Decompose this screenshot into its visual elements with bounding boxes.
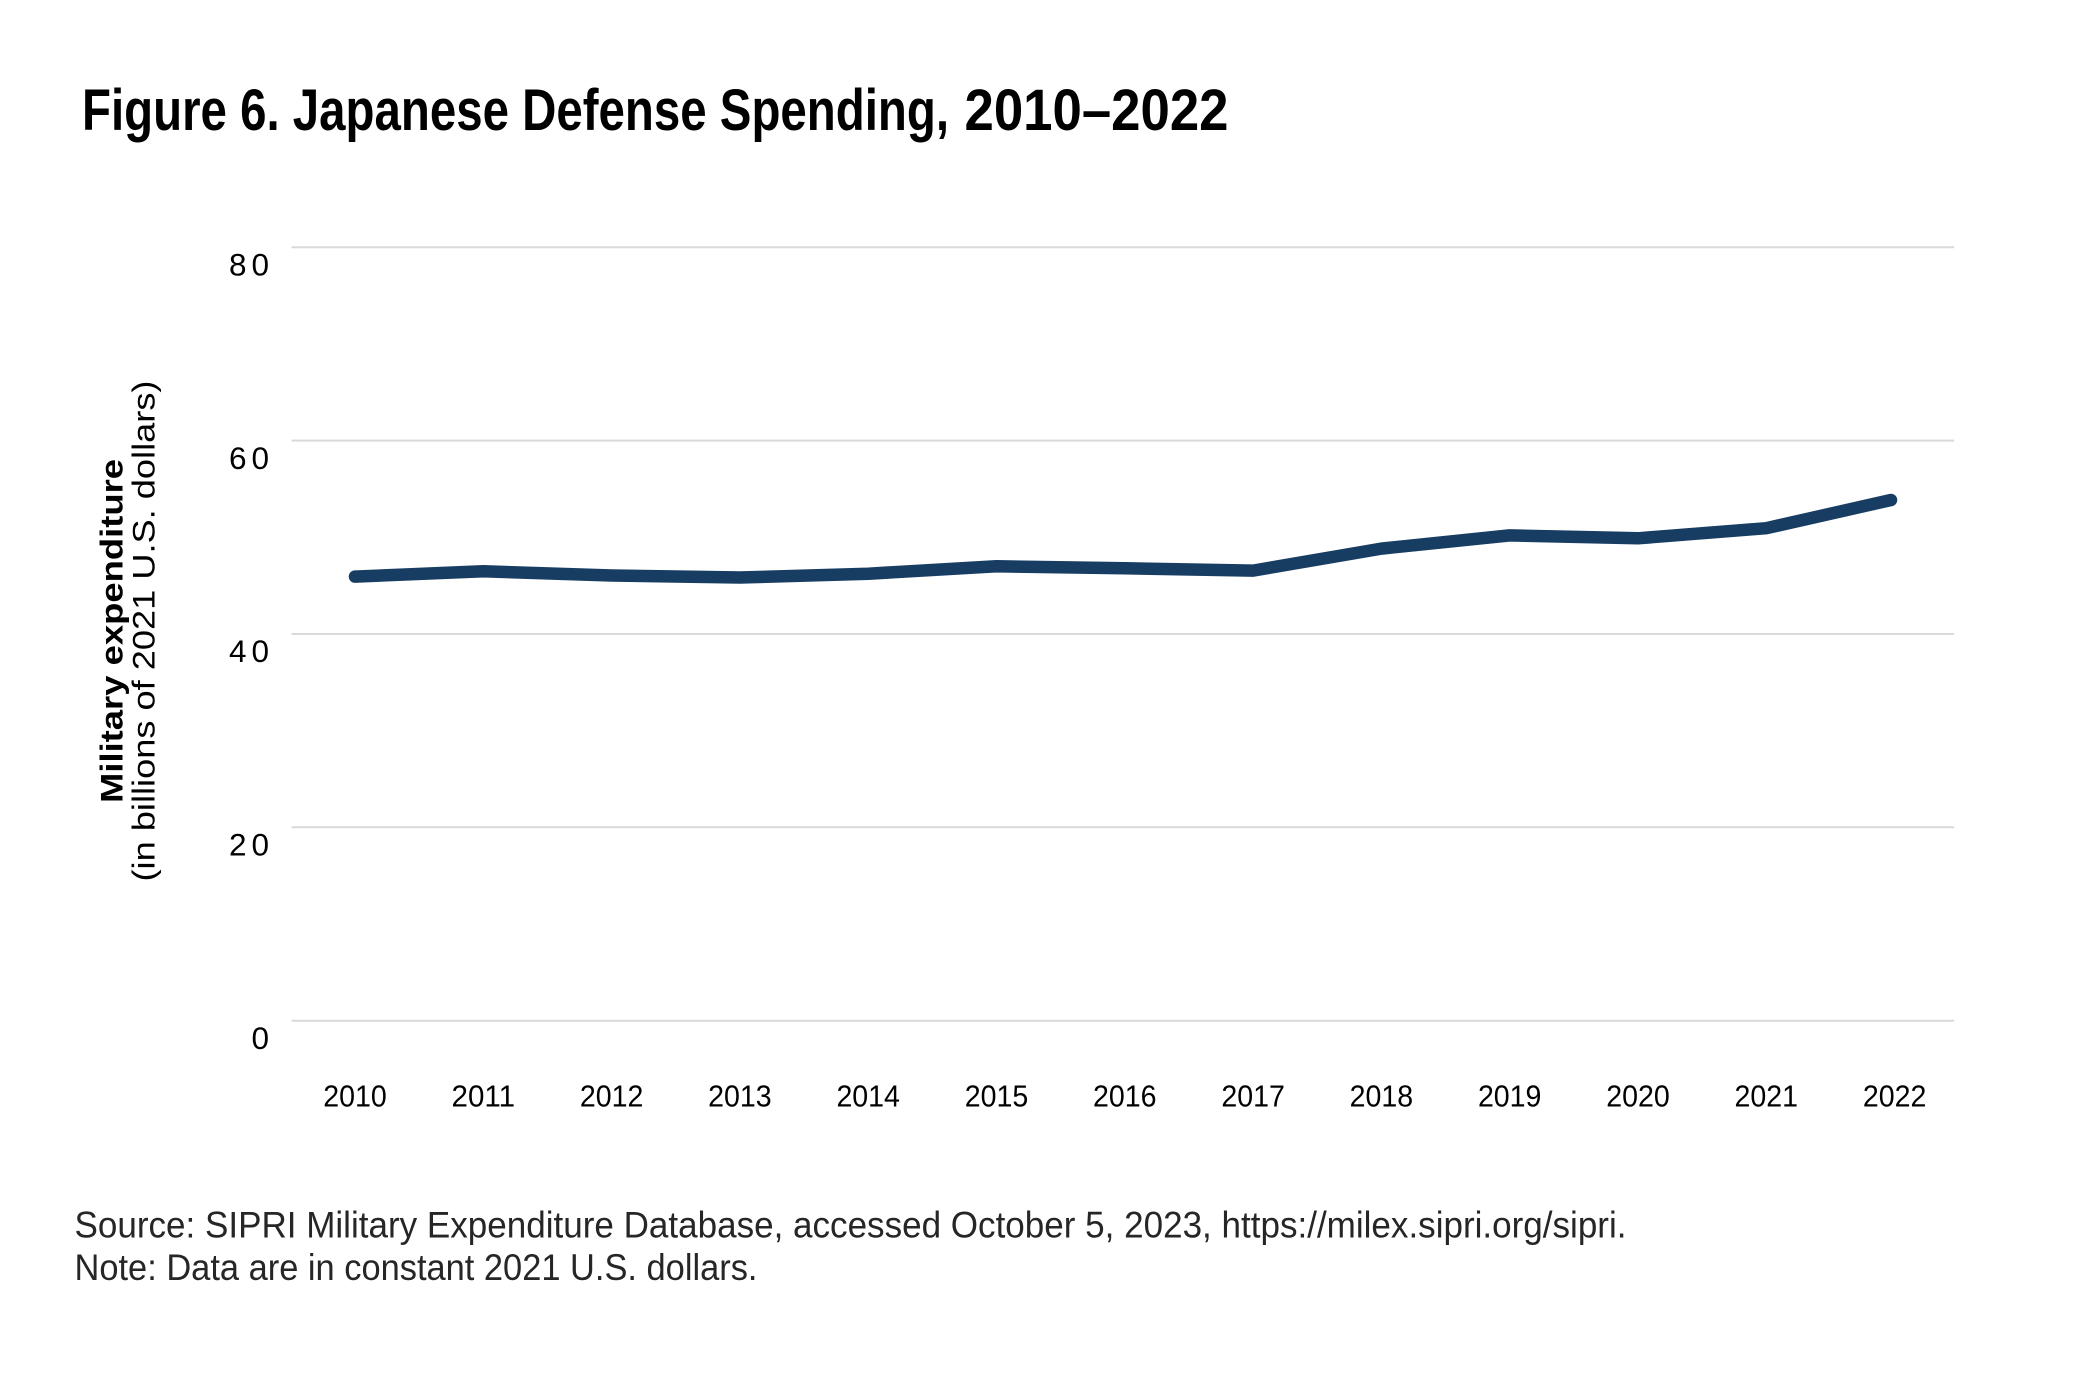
svg-text:(in billions of 2021 U.S. doll: (in billions of 2021 U.S. dollars): [126, 381, 162, 882]
svg-text:Military expenditure: Military expenditure: [94, 459, 130, 803]
svg-text:Figure 6. Japanese Defense Spe: Figure 6. Japanese Defense Spending,: [82, 78, 949, 143]
svg-text:2012: 2012: [580, 1079, 644, 1114]
svg-text:Note: Data are in constant 202: Note: Data are in constant 2021 U.S. dol…: [75, 1247, 758, 1288]
svg-text:Source: SIPRI Military Expendi: Source: SIPRI Military Expenditure Datab…: [75, 1204, 1627, 1245]
svg-text:2010–2022: 2010–2022: [965, 78, 1229, 143]
svg-text:2011: 2011: [452, 1079, 516, 1114]
svg-text:2016: 2016: [1093, 1079, 1157, 1114]
svg-text:2013: 2013: [708, 1079, 772, 1114]
svg-text:2019: 2019: [1478, 1079, 1542, 1114]
svg-text:2022: 2022: [1863, 1079, 1927, 1114]
svg-text:2017: 2017: [1221, 1079, 1285, 1114]
svg-text:2018: 2018: [1350, 1079, 1414, 1114]
svg-text:2015: 2015: [965, 1079, 1029, 1114]
svg-text:2020: 2020: [1606, 1079, 1670, 1114]
svg-text:0: 0: [251, 1020, 269, 1056]
svg-text:2014: 2014: [836, 1079, 900, 1114]
svg-text:2021: 2021: [1735, 1079, 1799, 1114]
svg-text:2010: 2010: [323, 1079, 387, 1114]
